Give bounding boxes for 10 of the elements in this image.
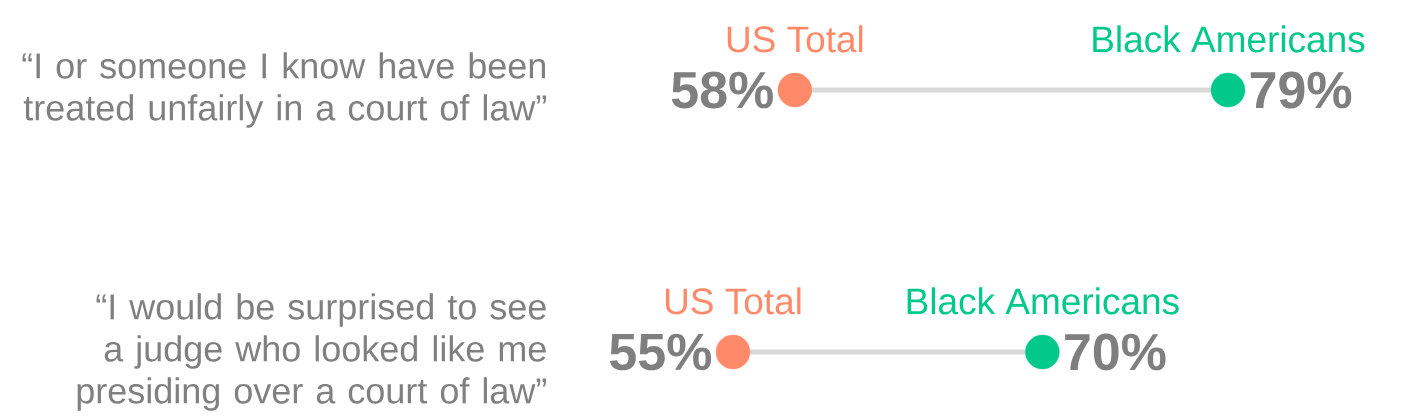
data-label: 58% [671,71,773,109]
text: US Total [665,287,801,315]
text: Black Americans [907,287,1179,315]
category-label: “I or someone I know have been treated unfairly in a court of law” [22,52,547,128]
legend-label: US Total [727,25,863,53]
legend-label: Black Americans [1093,25,1365,53]
data-label: 70% [1065,333,1166,371]
data-label: 55% [609,333,712,371]
data-label: 79% [1250,71,1352,109]
category-label: “I would be surprised to see a judge who looked like me presiding over a court of law” [77,293,547,411]
